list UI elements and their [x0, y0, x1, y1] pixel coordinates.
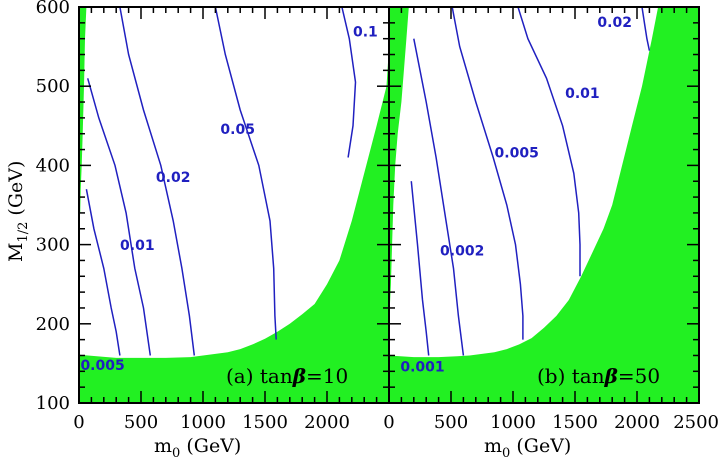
x-axis-label-b: m0 (GeV) — [484, 435, 571, 461]
x-tick-label: 1000 — [490, 412, 536, 433]
y-axis-label: M1/2 (GeV) — [5, 161, 31, 262]
contour-label: 0.1 — [353, 24, 378, 40]
contour-line — [214, 7, 277, 340]
excluded-regions-b — [389, 7, 699, 403]
contour-line — [85, 189, 121, 356]
contours-a — [85, 7, 357, 356]
x-tick-label: 2000 — [614, 412, 660, 433]
panel-a: 0.005 0.01 0.02 0.05 0.1 (a) tanβ=10 — [79, 7, 389, 403]
contour-label: 0.002 — [440, 244, 484, 260]
panel-frames — [78, 6, 700, 404]
contour-label: 0.01 — [565, 86, 600, 102]
contour-labels-b: 0.001 0.002 0.005 0.01 0.02 — [400, 15, 632, 376]
y-tick-label: 200 — [36, 314, 70, 335]
x-tick-label: 2500 — [673, 412, 719, 433]
panel-label-a: (a) tanβ=10 — [226, 364, 348, 388]
panel-label-b: (b) tanβ=50 — [537, 364, 660, 388]
contour-line — [86, 78, 152, 356]
y-tick-label: 400 — [36, 155, 70, 176]
contour-line — [641, 7, 651, 51]
x-tick-label: 1000 — [180, 412, 226, 433]
contour-label: 0.005 — [495, 146, 539, 162]
x-tick-label: 2000 — [304, 412, 350, 433]
contour-label: 0.01 — [120, 238, 155, 254]
contour-line — [410, 181, 430, 356]
contour-label: 0.02 — [156, 170, 191, 186]
y-tick-labels: 100 200 300 400 500 600 — [36, 0, 70, 414]
contour-line — [451, 7, 524, 340]
x-tick-label: 1500 — [242, 412, 288, 433]
excluded-region — [79, 46, 389, 403]
contours-b — [410, 7, 651, 356]
axis-ticks — [78, 6, 700, 404]
contour-line — [119, 7, 196, 356]
contour-labels-a: 0.005 0.01 0.02 0.05 0.1 — [80, 24, 378, 374]
x-tick-label: 1500 — [552, 412, 598, 433]
contour-label: 0.001 — [400, 359, 444, 375]
contour-line — [341, 7, 357, 158]
contour-line — [517, 7, 581, 277]
excluded-region — [79, 7, 87, 213]
contour-label: 0.05 — [220, 122, 255, 138]
y-tick-label: 100 — [36, 393, 70, 414]
excluded-region — [389, 7, 699, 403]
panel-frame — [388, 6, 700, 404]
x-axis-label-a: m0 (GeV) — [154, 435, 241, 461]
y-tick-label: 500 — [36, 76, 70, 97]
x-tick-label: 500 — [434, 412, 468, 433]
y-tick-label: 300 — [36, 235, 70, 256]
contour-line — [413, 38, 465, 356]
x-tick-labels-a: 0 500 1000 1500 2000 — [73, 412, 350, 433]
x-tick-label: 0 — [383, 412, 394, 433]
panel-b: 0.001 0.002 0.005 0.01 0.02 (b) tanβ=50 — [389, 7, 699, 403]
excluded-regions-a — [79, 7, 389, 403]
contour-label: 0.005 — [80, 358, 124, 374]
contour-label: 0.02 — [597, 15, 632, 31]
y-tick-label: 600 — [36, 0, 70, 18]
x-tick-label: 0 — [73, 412, 84, 433]
x-tick-label: 500 — [124, 412, 158, 433]
x-tick-labels-b: 0 500 1000 1500 2000 2500 — [383, 412, 719, 433]
